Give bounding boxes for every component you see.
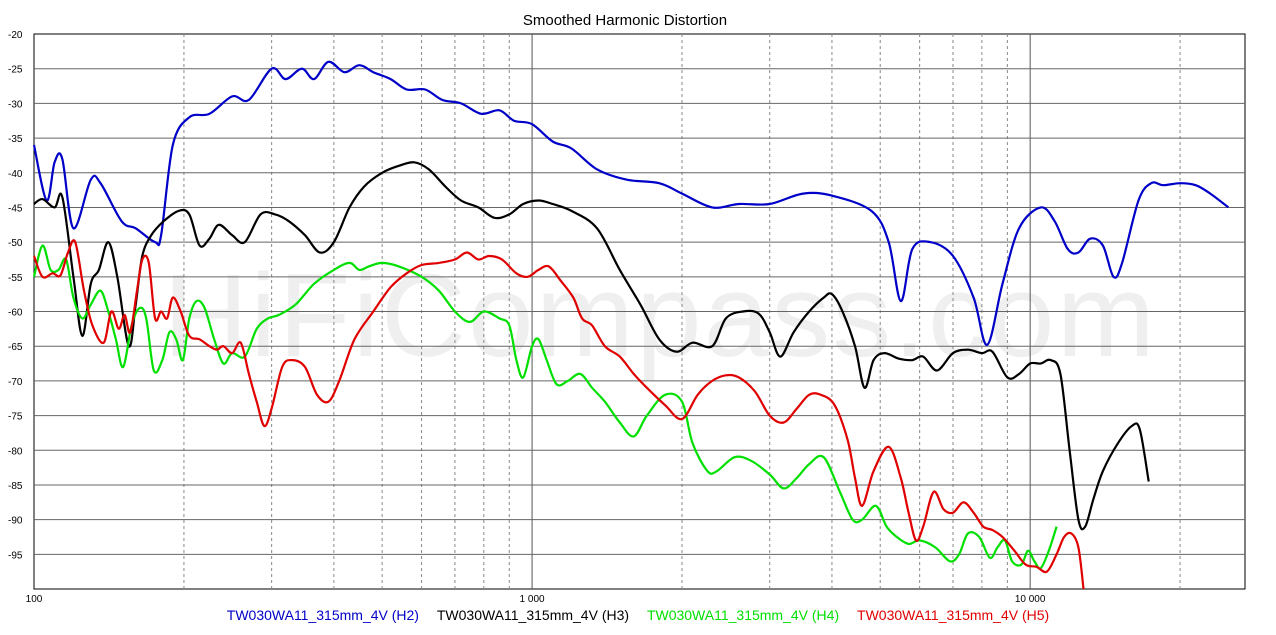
y-tick-label: -55 xyxy=(8,273,23,284)
y-tick-label: -45 xyxy=(8,203,23,214)
y-axis-ticks: -20 -25 -30 -35 -40 -45 -50 -55 -60 -65 -70 -75 -80 -… xyxy=(8,30,23,561)
x-axis-ticks: 100 1 000 10 000 xyxy=(26,594,1046,605)
y-tick-label: -40 xyxy=(8,169,23,180)
y-tick-label: -70 xyxy=(8,377,23,388)
series-line-h3 xyxy=(33,161,1150,531)
y-tick-label: -75 xyxy=(8,412,23,423)
y-tick-label: -25 xyxy=(8,65,23,76)
x-tick-label: 10 000 xyxy=(1015,594,1046,605)
y-tick-label: -80 xyxy=(8,446,23,457)
legend-item-h2: TW030WA11_315mm_4V (H2) xyxy=(226,607,419,623)
y-tick-label: -65 xyxy=(8,342,23,353)
legend: TW030WA11_315mm_4V (H2) TW030WA11_315mm_… xyxy=(0,607,1276,623)
y-tick-label: -50 xyxy=(8,238,23,249)
y-tick-label: -35 xyxy=(8,134,23,145)
legend-item-h3: TW030WA11_315mm_4V (H3) xyxy=(436,607,630,623)
legend-item-h5: TW030WA11_315mm_4V (H5) xyxy=(857,607,1050,623)
series-line-h2 xyxy=(32,60,1230,346)
y-tick-label: -90 xyxy=(8,516,23,527)
chart-title: Smoothed Harmonic Distortion xyxy=(523,12,727,29)
y-tick-label: -30 xyxy=(8,99,23,110)
legend-item-h4: TW030WA11_315mm_4V (H4) xyxy=(646,607,840,623)
y-tick-label: -60 xyxy=(8,308,23,319)
x-tick-label: 1 000 xyxy=(520,594,545,605)
y-tick-label: -85 xyxy=(8,481,23,492)
y-tick-label: -20 xyxy=(8,30,23,41)
y-tick-label: -95 xyxy=(8,550,23,561)
series-line-h5 xyxy=(32,239,1085,590)
x-tick-label: 100 xyxy=(26,594,43,605)
series-lines xyxy=(32,60,1230,590)
